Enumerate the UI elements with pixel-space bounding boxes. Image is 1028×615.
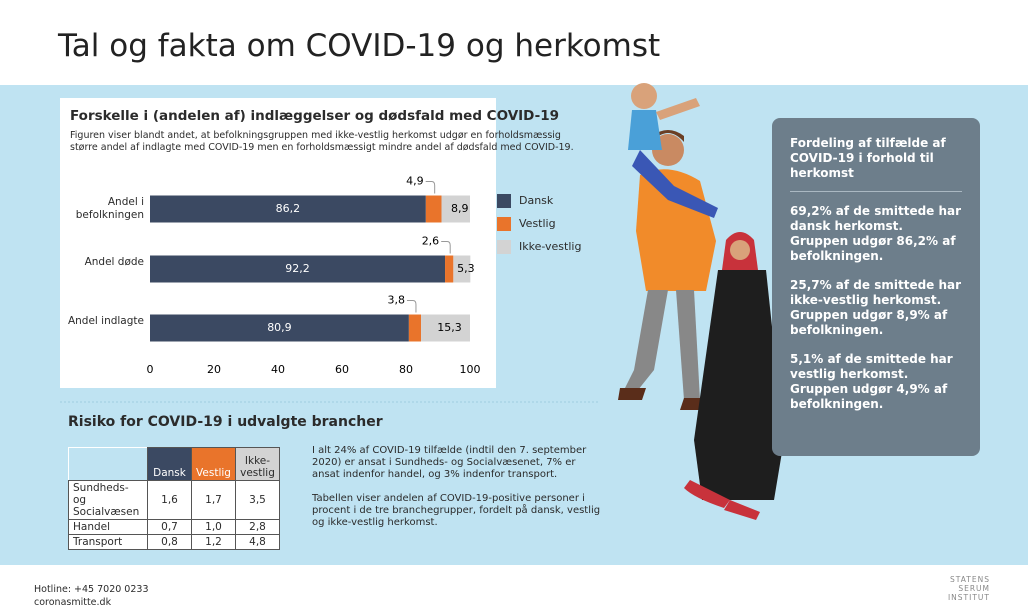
x-tick-label: 0 [147,363,154,376]
table-cell: 4,8 [236,535,280,550]
table-cell: 1,6 [148,481,192,520]
chart-title: Forskelle i (andelen af) indlæggelser og… [70,108,559,124]
category-label: Andel indlagte [62,315,144,328]
value-label: 3,8 [387,294,405,307]
x-tick-label: 60 [335,363,349,376]
column-header: Ikke-vestlig [236,448,280,481]
value-label: 8,9 [451,202,469,215]
value-label: 92,2 [285,262,310,275]
category-label: Andel døde [62,256,144,269]
risk-table: Dansk Vestlig Ikke-vestlig Sundheds- og … [68,447,280,550]
legend-label: Ikke-vestlig [519,240,581,253]
value-label: 5,3 [457,262,475,275]
column-header: Vestlig [192,448,236,481]
leader-line [426,182,435,194]
table-cell: 1,2 [192,535,236,550]
legend-swatch [497,240,511,254]
legend-label: Vestlig [519,217,556,230]
leader-line [441,242,450,254]
note: I alt 24% af COVID-19 tilfælde (indtil d… [312,445,602,481]
sidebar-paragraph: 5,1% af de smittede har vestlig herkomst… [790,352,962,412]
table-header: Dansk Vestlig Ikke-vestlig [69,448,280,481]
table-cell: 2,8 [236,520,280,535]
sidebar-paragraph: 25,7% af de smittede har ikke-vestlig he… [790,278,962,338]
sidebar-heading: Fordeling af tilfælde af COVID-19 i forh… [790,136,962,181]
value-label: 86,2 [276,202,301,215]
logo: STATENS SERUM INSTITUT [930,575,990,602]
sidebar-paragraph: 69,2% af de smittede har dansk herkomst.… [790,204,962,264]
hotline: Hotline: +45 7020 0233 [34,584,149,595]
x-tick-label: 20 [207,363,221,376]
sidebar-rule [790,191,962,192]
table-cell: 1,0 [192,520,236,535]
value-label: 2,6 [422,235,440,248]
website[interactable]: coronasmitte.dk [34,597,111,608]
table-cell: 0,7 [148,520,192,535]
bar-segment [445,256,453,283]
category-label: Andel i befolkningen [62,196,144,222]
value-label: 80,9 [267,321,292,334]
leader-line [407,301,416,313]
illustration [618,83,784,520]
value-label: 4,9 [406,175,424,188]
sidebar: Fordeling af tilfælde af COVID-19 i forh… [772,118,980,456]
row-header: Handel [69,520,148,535]
row-header: Sundheds- og Socialvæsen [69,481,148,520]
row-header: Transport [69,535,148,550]
x-tick-label: 80 [399,363,413,376]
bar-segment [426,196,442,223]
column-header: Dansk [148,448,192,481]
note: Tabellen viser andelen af COVID-19-posit… [312,493,602,529]
chart-subtitle: Figuren viser blandt andet, at befolknin… [70,130,590,154]
page: Tal og fakta om COVID-19 og herkomst 020… [0,0,1028,615]
x-tick-label: 40 [271,363,285,376]
corner-cell [69,448,148,481]
x-tick-label: 100 [460,363,481,376]
legend-swatch [497,194,511,208]
table-cell: 1,7 [192,481,236,520]
legend-swatch [497,217,511,231]
legend-label: Dansk [519,194,553,207]
value-label: 15,3 [437,321,462,334]
table-title: Risiko for COVID-19 i udvalgte brancher [68,414,383,430]
table-cell: 3,5 [236,481,280,520]
bar-segment [409,315,421,342]
table-cell: 0,8 [148,535,192,550]
